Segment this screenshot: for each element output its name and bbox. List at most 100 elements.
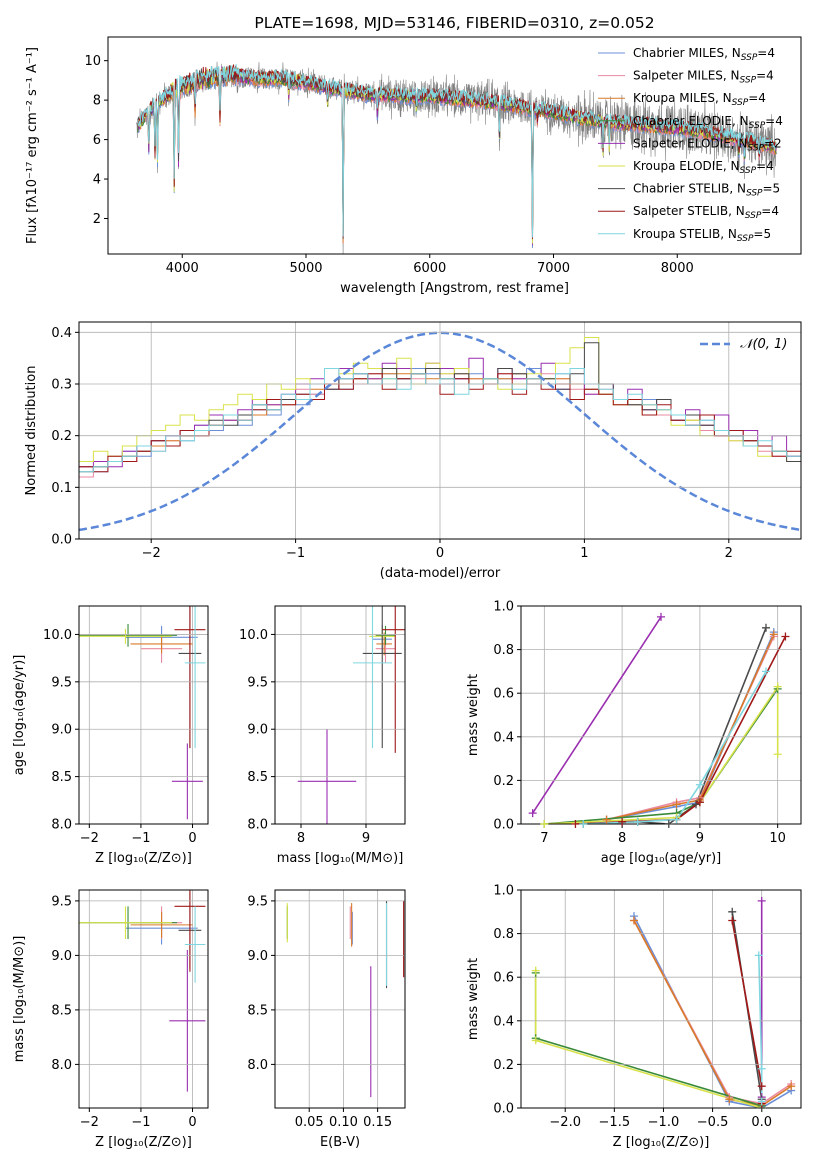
legend-sub: SSP <box>732 98 749 108</box>
weight-marker-kroupa-stelib <box>695 780 704 789</box>
x-axis-label: wavelength [Angstrom, rest frame] <box>340 281 569 296</box>
x-tick-label: 6000 <box>413 261 446 276</box>
weight-marker-salpeter-elodie <box>757 896 766 905</box>
y-tick-label: 0.0 <box>51 533 72 548</box>
y-tick-label: 9.0 <box>247 723 268 738</box>
y-tick-label: 9.5 <box>51 894 72 909</box>
legend-entry: Kroupa STELIB, NSSP=5 <box>633 227 771 244</box>
x-tick-label: −2 <box>80 1115 99 1130</box>
x-tick-label: 0.0 <box>751 1115 772 1130</box>
axes-mass-vs-Z: −2 −1 0 8.0 8.5 9.0 9.5 Z [log₁₀(Z/Z⊙)] mass [lo… <box>12 889 209 1150</box>
y-tick-label: 10.0 <box>43 628 72 643</box>
x-tick-label: 0.10 <box>329 1115 358 1130</box>
weight-marker-kroupa-miles <box>629 916 638 925</box>
x-tick-label: −2 <box>80 831 99 846</box>
weight-marker-kroupa-miles <box>725 1095 734 1104</box>
histogram-salpeter-stelib <box>79 373 801 473</box>
weight-marker-chabrier-stelib <box>762 623 770 632</box>
axes-frame <box>78 605 209 825</box>
x-axis-label: Z [log₁₀(Z/Z⊙)] <box>95 1135 192 1150</box>
x-tick-label: −1.5 <box>599 1115 631 1130</box>
weight-line-kroupa-elodie <box>544 684 779 824</box>
weight-marker-salpeter-stelib <box>781 632 790 641</box>
y-axis-label: mass weight <box>466 958 481 1040</box>
histogram-kroupa-stelib <box>79 368 801 478</box>
y-tick-label: 0.6 <box>493 687 514 702</box>
plot-area <box>136 61 777 254</box>
x-axis-label: age [log₁₀(age/yr)] <box>601 851 722 866</box>
legend-entry: Chabrier MILES, NSSP=4 <box>633 46 775 63</box>
legend-label: Salpeter STELIB, N <box>633 204 745 218</box>
legend-sub: SSP <box>745 211 762 221</box>
y-axis-label: mass weight <box>466 674 481 756</box>
axes-frame <box>78 889 209 1109</box>
axes-spectrum: 4000 5000 6000 7000 8000 2 4 6 8 10 PLATE=1698, MJ… <box>25 14 802 296</box>
legend-entry: Chabrier STELIB, NSSP=5 <box>633 182 780 199</box>
y-tick-label: 8.5 <box>51 770 72 785</box>
plot-area <box>297 606 405 824</box>
x-tick-label: 5000 <box>289 261 322 276</box>
x-tick-label: 0.05 <box>295 1115 324 1130</box>
y-tick-label: 8.5 <box>247 1003 268 1018</box>
weight-line-salpeter-stelib <box>575 636 787 824</box>
x-tick-label: 0 <box>188 831 196 846</box>
legend-entry: Salpeter ELODIE, NSSP=2 <box>633 136 782 153</box>
x-tick-label: 2 <box>725 546 733 561</box>
axes-frame <box>520 889 802 1109</box>
legend-label: Kroupa ELODIE, N <box>633 159 740 173</box>
histogram-chabrier-stelib <box>79 342 801 478</box>
y-tick-label: 2 <box>93 212 101 227</box>
axes-frame <box>274 605 406 825</box>
weight-marker-kroupa-miles <box>787 1082 796 1091</box>
y-tick-label: 4 <box>93 173 101 188</box>
x-tick-label: −2.0 <box>549 1115 581 1130</box>
weight-marker-salpeter-elodie <box>528 809 537 818</box>
y-tick-label: 0.6 <box>493 971 514 986</box>
plot-area <box>532 616 787 824</box>
weight-marker-salpeter-stelib <box>571 820 580 828</box>
x-tick-label: −1 <box>131 831 150 846</box>
histogram-salpeter-elodie <box>79 357 801 478</box>
legend-sub: SSP <box>740 166 757 176</box>
axes-residuals: −2 −1 0 1 2 0.0 0.1 0.2 0.3 0.4 𝒩(0, 1) (data-model… <box>24 321 802 581</box>
weight-marker-salpeter-stelib <box>757 1082 766 1091</box>
x-tick-label: 9 <box>696 831 704 846</box>
y-tick-label: 8.0 <box>51 818 72 833</box>
x-tick-label: 0 <box>188 1115 196 1130</box>
axes-weight-vs-Z: −2.0 −1.5 −1.0 −0.5 0.0 0.0 0.2 0.4 0.6 0.8 1.0 Z [… <box>466 884 802 1150</box>
weight-marker-kroupa-elodie <box>531 1036 540 1045</box>
x-tick-label: 9 <box>362 831 370 846</box>
legend-sub: SSP <box>749 121 766 131</box>
x-tick-label: 1 <box>580 546 588 561</box>
y-tick-label: 10.0 <box>239 628 268 643</box>
weight-marker-salpeter-stelib <box>695 798 704 807</box>
legend-sub: SSP <box>737 234 754 244</box>
legend-value: =4 <box>756 159 774 173</box>
y-tick-label: 0.4 <box>51 326 72 341</box>
y-tick-label: 8.5 <box>247 770 268 785</box>
legend-sub: SSP <box>747 143 764 153</box>
y-tick-label: 9.5 <box>247 675 268 690</box>
y-tick-label: 0.0 <box>493 1102 514 1117</box>
y-axis-label: Flux [fλ10⁻¹⁷ erg cm⁻² s⁻¹ A⁻¹] <box>25 47 40 244</box>
x-tick-label: −1 <box>131 1115 150 1130</box>
plot-area <box>79 331 801 532</box>
x-axis-label: E(B-V) <box>320 1135 360 1150</box>
x-tick-label: 7000 <box>537 261 570 276</box>
weight-marker-kroupa-stelib <box>579 820 588 828</box>
weight-marker-chabrier-stelib <box>664 820 673 828</box>
x-tick-label: 10 <box>769 831 786 846</box>
axes-age-vs-Z: −2 −1 0 8.0 8.5 9.0 9.5 10.0 Z [log₁₀(Z/Z⊙)] age … <box>12 605 209 866</box>
legend-entry: Salpeter STELIB, NSSP=4 <box>633 204 779 221</box>
weight-line-chabrier-elodie <box>534 972 762 1107</box>
y-tick-label: 0.2 <box>493 774 514 789</box>
legend-label: Chabrier MILES, N <box>633 46 741 60</box>
x-axis-label: Z [log₁₀(Z/Z⊙)] <box>95 851 192 866</box>
x-tick-label: 0.15 <box>363 1115 392 1130</box>
weight-marker-chabrier-stelib <box>728 907 737 916</box>
plot-area <box>79 890 206 1092</box>
y-tick-label: 9.0 <box>51 949 72 964</box>
weight-marker-kroupa-miles <box>672 800 681 809</box>
y-tick-label: 10 <box>84 54 101 69</box>
